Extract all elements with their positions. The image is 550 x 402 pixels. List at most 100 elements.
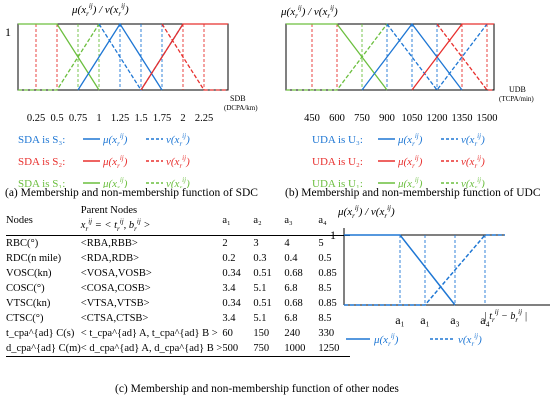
cell-a3: 0.68 bbox=[284, 268, 303, 279]
cell-a2: 5.1 bbox=[253, 283, 267, 294]
cell-a1: 0.34 bbox=[222, 298, 241, 309]
other-legend: μ(xrij) ν(xrij) bbox=[346, 332, 482, 348]
cell-parent: <VOSA,VOSB> bbox=[80, 268, 152, 279]
other-gridlines bbox=[399, 235, 486, 305]
other-xtick: a₃ bbox=[450, 313, 460, 327]
cell-a3: 6.8 bbox=[284, 283, 298, 294]
svg-text:ν(xrij): ν(xrij) bbox=[458, 332, 482, 348]
sdc-x-ticks: 0.25 0.5 0.75 1 1.25 1.5 1.75 2 2.25 bbox=[27, 113, 213, 124]
cell-node: RBC(°) bbox=[6, 238, 39, 249]
table-row: COSC(°) <COSA,COSB> 3.4 5.1 6.8 8.5 bbox=[6, 281, 350, 296]
udc-xtick: 1350 bbox=[452, 113, 473, 124]
udc-caption: (b) Membership and non-membership functi… bbox=[285, 187, 541, 199]
sdc-ytick-1: 1 bbox=[5, 25, 11, 39]
sdc-chart: μ(xrij) / ν(xrij) 1 SDB (DCPA/km) 0.25 0… bbox=[5, 2, 258, 188]
cell-node: RDC(n mile) bbox=[6, 253, 62, 264]
svg-text:μ(xrij): μ(xrij) bbox=[102, 132, 128, 148]
other-functions bbox=[344, 234, 505, 306]
cell-a2: 3 bbox=[253, 238, 259, 249]
udc-xtick: 1500 bbox=[477, 113, 498, 124]
other-x-label: | trij − brij | bbox=[484, 308, 527, 324]
sdc-x-label: SDB bbox=[230, 94, 246, 103]
cell-node: COSC(°) bbox=[6, 283, 45, 294]
udc-x-label: UDB bbox=[509, 85, 526, 94]
table-row: t_cpa^{ad} C(s) < t_cpa^{ad} A, t_cpa^{a… bbox=[6, 326, 350, 341]
udc-xtick: 1200 bbox=[427, 113, 448, 124]
udc-legend-label: UDA is U₃: bbox=[312, 134, 363, 146]
cell-parent: <RDA,RDB> bbox=[80, 253, 140, 264]
sdc-xtick: 0.75 bbox=[69, 113, 87, 124]
svg-text:ν(xrij): ν(xrij) bbox=[166, 132, 190, 148]
cell-node: d_cpa^{ad} C(m) bbox=[6, 341, 81, 357]
cell-a3: 0.4 bbox=[284, 253, 298, 264]
udc-x-ticks: 450 600 750 900 1050 1200 1350 1500 bbox=[304, 113, 497, 124]
col-a4: a₄ bbox=[318, 205, 351, 236]
cell-a1: 60 bbox=[222, 328, 233, 339]
table-row: VOSC(kn) <VOSA,VOSB> 0.34 0.51 0.68 0.85 bbox=[6, 266, 350, 281]
cell-a4: 0.85 bbox=[318, 268, 337, 279]
udc-xtick: 1050 bbox=[402, 113, 423, 124]
sdc-xtick: 0.5 bbox=[50, 113, 63, 124]
cell-a2: 0.51 bbox=[253, 268, 272, 279]
table-row: VTSC(kn) <VTSA,VTSB> 0.34 0.51 0.68 0.85 bbox=[6, 296, 350, 311]
udc-legend-u2: UDA is U₂: μ(xrij) ν(xrij) bbox=[312, 154, 485, 170]
svg-text:ν(xrij): ν(xrij) bbox=[166, 154, 190, 170]
cell-a4: 0.85 bbox=[318, 298, 337, 309]
cell-parent: <COSA,COSB> bbox=[80, 283, 151, 294]
udc-xtick: 750 bbox=[354, 113, 370, 124]
cell-a3: 4 bbox=[284, 238, 290, 249]
udc-frame bbox=[285, 23, 495, 91]
other-xtick: a₁ bbox=[420, 313, 430, 327]
cell-parent: <VTSA,VTSB> bbox=[80, 298, 150, 309]
cell-node: CTSC(°) bbox=[6, 313, 44, 324]
svg-text:μ(xrij): μ(xrij) bbox=[397, 132, 423, 148]
nodes-table: Nodes Parent Nodes xrij = < trij, brij >… bbox=[6, 205, 351, 357]
col-nodes: Nodes bbox=[6, 205, 81, 236]
other-caption: (c) Membership and non-membership functi… bbox=[115, 383, 399, 395]
cell-a1: 0.34 bbox=[222, 268, 241, 279]
cell-a1: 3.4 bbox=[222, 313, 236, 324]
table-row: RBC(°) <RBA,RBB> 2 3 4 5 bbox=[6, 236, 350, 252]
cell-a1: 2 bbox=[222, 238, 228, 249]
sdc-legend: SDA is S₃: μ(xrij) ν(xrij) SDA is S₂: μ(… bbox=[18, 132, 190, 188]
svg-text:μ(xrij): μ(xrij) bbox=[397, 154, 423, 170]
svg-text:ν(xrij): ν(xrij) bbox=[461, 154, 485, 170]
cell-node: VOSC(kn) bbox=[6, 268, 52, 279]
cell-a2: 0.51 bbox=[253, 298, 272, 309]
table-row: d_cpa^{ad} C(m) < d_cpa^{ad} A, d_cpa^{a… bbox=[6, 341, 351, 357]
cell-a4: 0.5 bbox=[318, 253, 332, 264]
table-row: RDC(n mile) <RDA,RDB> 0.2 0.3 0.4 0.5 bbox=[6, 251, 350, 266]
sdc-legend-label: SDA is S₂: bbox=[18, 156, 65, 168]
sdc-caption: (a) Membership and non-membership functi… bbox=[5, 187, 258, 199]
cell-a2: 5.1 bbox=[253, 313, 267, 324]
cell-parent: <RBA,RBB> bbox=[80, 238, 138, 249]
sdc-xtick: 2 bbox=[180, 113, 185, 124]
svg-text:ν(xrij): ν(xrij) bbox=[461, 132, 485, 148]
udc-legend-label: UDA is U₁: bbox=[312, 178, 363, 188]
sdc-x-unit: (DCPA/km) bbox=[224, 104, 258, 112]
sdc-xtick: 1.75 bbox=[153, 113, 171, 124]
col-parent: Parent Nodes xrij = < trij, brij > bbox=[80, 205, 223, 236]
cell-node: VTSC(kn) bbox=[6, 298, 51, 309]
other-chart: μ(xrij) / ν(xrij) 1 | trij − brij | a₁ a… bbox=[330, 204, 550, 348]
cell-a2: 150 bbox=[253, 328, 270, 339]
cell-a3: 1000 bbox=[284, 341, 319, 357]
col-a1: a₁ bbox=[222, 205, 254, 236]
cell-node: t_cpa^{ad} C(s) bbox=[6, 328, 75, 339]
cell-a4: 8.5 bbox=[318, 313, 332, 324]
cell-parent: <CTSA,CTSB> bbox=[80, 313, 149, 324]
svg-text:μ(xrij): μ(xrij) bbox=[102, 154, 128, 170]
col-a2: a₂ bbox=[253, 205, 285, 236]
udc-y-label: μ(xrij) / ν(xrij) bbox=[280, 4, 338, 20]
sdc-legend-label: SDA is S₃: bbox=[18, 134, 65, 146]
table-header-row: Nodes Parent Nodes xrij = < trij, brij >… bbox=[6, 205, 351, 236]
cell-a2: 750 bbox=[253, 341, 285, 357]
sdc-legend-label: SDA is S₁: bbox=[18, 178, 65, 188]
cell-a3: 6.8 bbox=[284, 313, 298, 324]
sdc-y-label: μ(xrij) / ν(xrij) bbox=[71, 2, 129, 18]
cell-parent: < t_cpa^{ad} A, t_cpa^{ad} B > bbox=[80, 328, 218, 339]
udc-xtick: 600 bbox=[329, 113, 345, 124]
sdc-xtick: 0.25 bbox=[27, 113, 45, 124]
udc-legend-label: UDA is U₂: bbox=[312, 156, 363, 168]
udc-xtick: 450 bbox=[304, 113, 320, 124]
